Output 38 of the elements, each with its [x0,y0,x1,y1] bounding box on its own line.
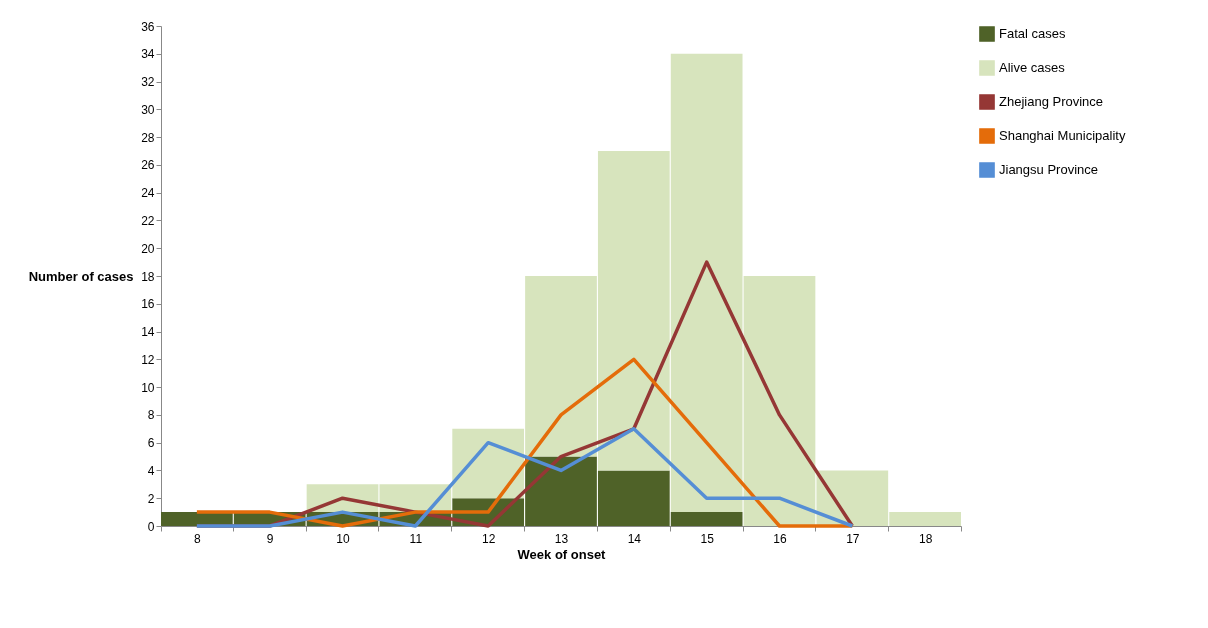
y-tick-label: 32 [141,75,155,90]
x-tick-label: 12 [481,531,496,546]
legend-label: Zhejiang Province [999,94,1104,109]
x-tick-label: 8 [194,531,202,546]
y-tick-label: 18 [141,269,155,284]
x-tick-label: 9 [266,531,274,546]
y-tick-label: 6 [147,436,155,451]
x-tick-label: 13 [554,531,569,546]
y-tick-label: 36 [141,19,155,34]
legend-label: Fatal cases [999,26,1066,41]
y-tick-label: 20 [141,241,155,256]
y-tick-label: 2 [147,491,155,506]
y-tick-label: 4 [147,463,155,478]
y-tick-label: 24 [141,186,155,201]
y-tick-label: 22 [141,213,155,228]
line-series [195,427,855,528]
x-tick-label: 11 [409,531,423,546]
legend-label: Jiangsu Province [999,162,1098,177]
x-tick-label: 10 [336,531,351,546]
x-tick-label: 16 [773,531,787,546]
legend-label: Alive cases [999,60,1066,75]
y-tick-label: 16 [141,297,155,312]
x-tick-label: 18 [918,531,933,546]
y-tick-label: 34 [141,47,155,62]
y-tick-label: 8 [147,408,155,423]
y-tick-label: 12 [141,352,155,367]
y-tick-label: 10 [141,380,155,395]
x-tick-label: 17 [846,531,860,546]
y-tick-label: 0 [147,519,155,534]
legend-label: Shanghai Municipality [999,128,1126,143]
y-tick-label: 30 [141,102,155,117]
y-tick-label: 14 [141,325,155,340]
x-tick-label: 14 [627,531,642,546]
x-axis-title: Week of onset [517,546,607,562]
x-tick-label: 15 [700,531,715,546]
y-tick-label: 28 [141,130,155,145]
y-axis-title: Number of cases [28,268,134,284]
y-tick-label: 26 [141,158,155,173]
